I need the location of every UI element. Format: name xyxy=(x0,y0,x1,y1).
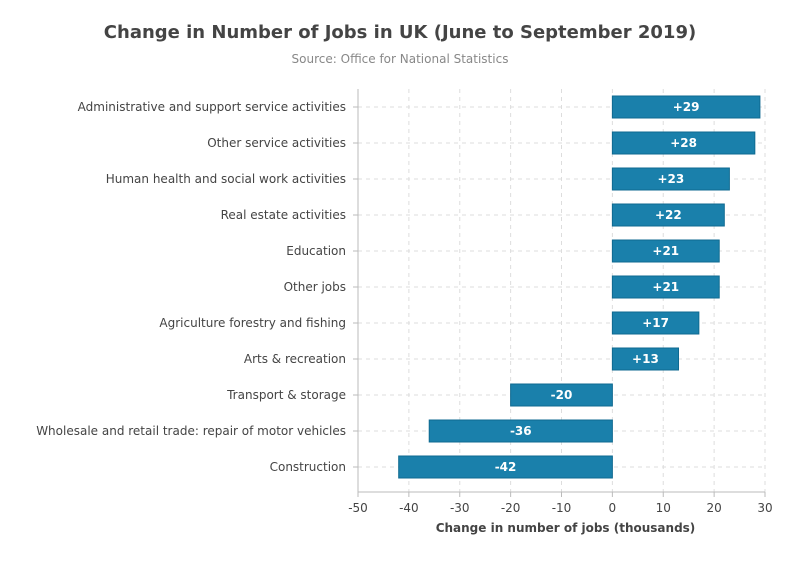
x-tick-label: 0 xyxy=(609,501,617,515)
chart-title: Change in Number of Jobs in UK (June to … xyxy=(103,22,697,43)
bar xyxy=(611,275,720,299)
bar xyxy=(611,311,700,335)
category-label: Education xyxy=(286,244,346,258)
x-tick-label: -40 xyxy=(399,501,419,515)
bar-value-label: +13 xyxy=(632,352,659,366)
category-label: Other service activities xyxy=(207,136,346,150)
category-label: Arts & recreation xyxy=(244,352,346,366)
bar xyxy=(611,95,761,119)
category-label: Wholesale and retail trade: repair of mo… xyxy=(36,424,346,438)
bar xyxy=(510,383,613,407)
category-label: Human health and social work activities xyxy=(106,172,346,186)
x-tick-label: -30 xyxy=(450,501,470,515)
bar-value-label: +23 xyxy=(657,172,684,186)
x-axis-title: Change in number of jobs (thousands) xyxy=(436,521,696,535)
x-tick-label: -10 xyxy=(552,501,572,515)
bar xyxy=(428,419,613,443)
bar xyxy=(611,131,756,155)
category-label: Transport & storage xyxy=(226,388,346,402)
bar-value-label: +21 xyxy=(652,280,679,294)
bar-value-label: -20 xyxy=(551,388,573,402)
bar-value-label: +17 xyxy=(642,316,669,330)
x-tick-label: 10 xyxy=(656,501,671,515)
bar xyxy=(611,347,680,371)
x-tick-label: -50 xyxy=(348,501,368,515)
bar xyxy=(611,203,725,227)
bar-value-label: +28 xyxy=(670,136,697,150)
bar xyxy=(398,455,613,479)
x-tick-label: -20 xyxy=(501,501,521,515)
chart-subtitle: Source: Office for National Statistics xyxy=(291,52,509,66)
bar-value-label: +22 xyxy=(655,208,682,222)
bar-value-label: -36 xyxy=(510,424,532,438)
x-tick-label: 30 xyxy=(757,501,772,515)
bar xyxy=(611,239,720,263)
category-label: Construction xyxy=(270,460,346,474)
bar-value-label: -42 xyxy=(495,460,517,474)
category-label: Administrative and support service activ… xyxy=(78,100,346,114)
x-tick-label: 20 xyxy=(706,501,721,515)
bar-value-label: +21 xyxy=(652,244,679,258)
bar-value-label: +29 xyxy=(673,100,700,114)
category-label: Real estate activities xyxy=(221,208,346,222)
category-label: Other jobs xyxy=(284,280,346,294)
bar xyxy=(611,167,730,191)
category-label: Agriculture forestry and fishing xyxy=(159,316,346,330)
